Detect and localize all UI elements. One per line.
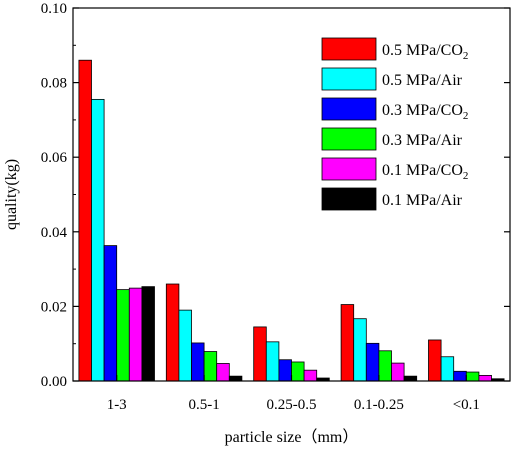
x-axis: 1-3 0.5-1 0.25-0.5 0.1-0.25 <0.1 [107,375,480,413]
bar-2-3 [265,341,280,382]
legend-swatch-5 [321,157,377,181]
legend-swatch-3 [321,97,377,121]
legend-label-5: 0.1 MPa/CO2 [382,162,468,182]
legend-label-4: 0.3 MPa/Air [382,132,463,149]
bar-2-5 [440,356,455,382]
bar-1-4 [340,304,355,382]
bar-4-2 [203,351,218,382]
bar-1-2 [165,283,180,382]
x-tick-label: 0.25-0.5 [267,397,317,413]
bar-1-1 [78,59,92,382]
bar-5-2 [216,363,230,382]
bar-6-4 [403,375,418,382]
legend-label-1: 0.5 MPa/CO2 [382,42,468,62]
bar-5-5 [478,374,492,382]
bar-2-4 [353,318,367,382]
x-tick-label: 1-3 [107,397,127,413]
bar-2-2 [178,309,192,382]
y-tick-label: 0.10 [41,1,67,17]
y-axis-title: quality(kg) [3,159,20,230]
bars-group [78,59,505,382]
legend-label-2: 0.5 MPa/Air [382,72,463,89]
bar-2-1 [91,98,105,382]
y-tick-label: 0.02 [41,299,67,315]
bar-4-1 [116,289,130,382]
bar-3-3 [278,359,292,382]
legend-swatch-2 [321,67,377,91]
bar-5-1 [128,287,143,382]
x-axis-title: particle size（mm） [225,428,359,446]
legend-label-3: 0.3 MPa/CO2 [382,102,468,122]
bar-3-4 [365,342,380,382]
y-tick-label: 0.04 [41,225,68,241]
y-axis: 0.00 0.02 0.04 0.06 0.08 0.10 [41,1,510,390]
bar-5-4 [391,362,405,382]
bar-6-1 [141,286,155,382]
legend-swatch-1 [321,37,377,61]
x-tick-label: 0.1-0.25 [354,397,404,413]
legend: 0.5 MPa/CO2 0.5 MPa/Air 0.3 MPa/CO2 0.3 MPa… [321,37,468,211]
bar-4-4 [378,350,392,382]
legend-swatch-4 [321,127,377,151]
y-tick-label: 0.08 [41,76,67,92]
bar-3-5 [453,370,467,382]
x-tick-label: 0.5-1 [188,397,219,413]
x-tick-label: <0.1 [453,397,480,413]
bar-6-2 [228,375,243,382]
bar-4-3 [291,361,305,382]
y-tick-label: 0.00 [41,374,67,390]
bar-3-2 [191,342,205,382]
bar-4-5 [465,371,480,382]
bar-3-1 [103,245,118,382]
bar-1-3 [253,326,267,382]
legend-label-6: 0.1 MPa/Air [382,192,463,209]
bar-5-3 [303,369,318,382]
y-tick-label: 0.06 [41,150,68,166]
bar-1-5 [428,339,442,382]
legend-swatch-6 [321,187,377,211]
